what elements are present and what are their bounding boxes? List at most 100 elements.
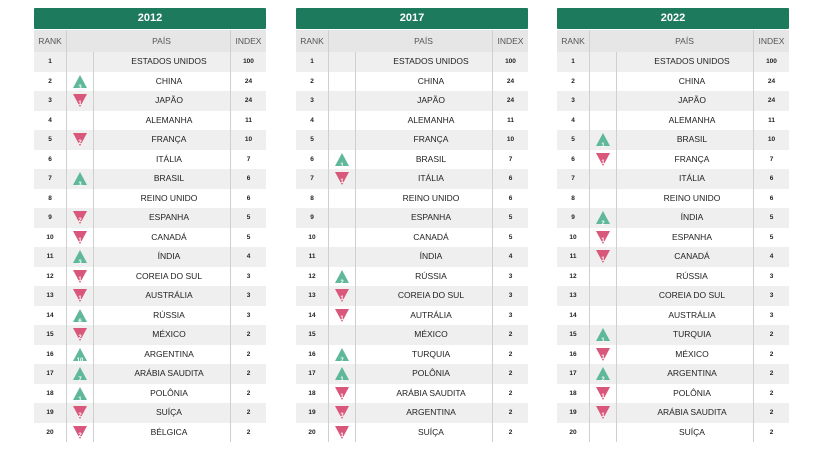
rank-change-value: 1: [340, 162, 344, 169]
rank-cell: 4: [557, 110, 590, 130]
index-cell: 10: [492, 130, 528, 150]
rank-cell: 14: [557, 305, 590, 325]
table-row: 8 REINO UNIDO 6: [557, 188, 789, 208]
table-row: 11 3 ÍNDIA 4: [34, 247, 266, 267]
country-cell: JAPÃO: [155, 95, 183, 105]
ranking-table-2022: 2022 RANK PAÍS INDEX 1 ESTADOS UNIDOS 100 2…: [557, 8, 789, 442]
country-cell: REINO UNIDO: [663, 192, 721, 203]
change-cell: [590, 286, 617, 306]
country-cell: JAPÃO: [417, 95, 445, 105]
rank-cell: 19: [34, 403, 67, 423]
rank-cell: 16: [34, 344, 67, 364]
table-row: 17 2 ARGENTINA 2: [557, 364, 789, 384]
country-cell: ITÁLIA: [418, 173, 444, 183]
index-cell: 2: [492, 422, 528, 442]
change-cell: 2: [67, 422, 94, 442]
index-cell: 2: [753, 344, 789, 364]
change-cell: [590, 71, 617, 91]
index-cell: 24: [753, 71, 789, 91]
index-cell: 6: [492, 169, 528, 189]
index-header: INDEX: [230, 30, 266, 52]
rank-change-value: 1: [601, 393, 605, 400]
table-row: 19 2 SUÍÇA 2: [34, 403, 266, 423]
rank-change-value: 1: [78, 296, 82, 302]
index-cell: 2: [753, 364, 789, 384]
table-row: 2 3 CHINA 24: [34, 71, 266, 91]
table-row: 1 ESTADOS UNIDOS 100: [557, 52, 789, 72]
table-row: 4 ALEMANHA 11: [34, 110, 266, 130]
country-header: PAÍS: [675, 36, 694, 46]
index-cell: 5: [230, 227, 266, 247]
index-header: INDEX: [492, 30, 528, 52]
table-body: 1 ESTADOS UNIDOS 100 2 CHINA 24 3 JAPÃO 24 4 ALEMA…: [296, 52, 528, 442]
rank-change-value: 1: [601, 354, 605, 361]
table-row: 6 1 FRANÇA 7: [557, 149, 789, 169]
change-cell: [329, 91, 356, 111]
index-cell: 24: [753, 91, 789, 111]
country-cell: BRASIL: [153, 173, 185, 183]
country-cell: AUSTRÁLIA: [668, 309, 716, 320]
index-cell: 4: [753, 247, 789, 267]
index-cell: 3: [753, 266, 789, 286]
change-cell: 1: [590, 149, 617, 169]
change-cell: 2: [590, 208, 617, 228]
table-body: 1 ESTADOS UNIDOS 100 2 CHINA 24 3 JAPÃO 24 4 ALEMA…: [557, 52, 789, 442]
rank-cell: 9: [296, 208, 329, 228]
country-cell: ESTADOS UNIDOS: [654, 56, 730, 66]
index-cell: 5: [492, 208, 528, 228]
index-cell: 24: [492, 91, 528, 111]
rank-change-value: 1: [78, 237, 82, 244]
index-cell: 2: [230, 364, 266, 384]
rank-cell: 18: [296, 383, 329, 403]
rank-header: RANK: [296, 30, 329, 52]
rank-cell: 10: [557, 227, 590, 247]
country-cell: SUÍÇA: [156, 407, 182, 417]
rank-cell: 3: [557, 91, 590, 111]
change-cell: [329, 71, 356, 91]
index-cell: 11: [492, 110, 528, 130]
country-cell: FRANÇA: [674, 153, 710, 164]
table-row: 2 CHINA 24: [296, 71, 528, 91]
country-cell: MÉXICO: [414, 329, 448, 339]
index-cell: 6: [492, 188, 528, 208]
table-body: 1 ESTADOS UNIDOS 100 2 3 CHINA 24 3 1 JAPÃO 24 4 ALE…: [34, 52, 266, 442]
table-row: 13 COREIA DO SUL 3: [557, 286, 789, 306]
index-cell: 100: [230, 52, 266, 72]
index-cell: 11: [230, 110, 266, 130]
change-cell: 1: [67, 266, 94, 286]
rank-change-value: 2: [78, 335, 82, 341]
index-cell: 2: [753, 383, 789, 403]
table-row: 14 6 RÚSSIA 3: [34, 305, 266, 325]
country-cell: ALEMANHA: [145, 114, 193, 125]
index-cell: 100: [753, 52, 789, 72]
country-cell: ESPANHA: [672, 231, 712, 242]
rank-change-value: 1: [340, 315, 344, 322]
change-cell: [590, 52, 617, 72]
index-cell: 2: [230, 403, 266, 423]
table-row: 8 REINO UNIDO 6: [34, 188, 266, 208]
country-cell: BRASIL: [415, 153, 447, 164]
change-header: [329, 30, 355, 52]
table-row: 2 CHINA 24: [557, 71, 789, 91]
rank-cell: 3: [296, 91, 329, 111]
change-cell: 1: [590, 130, 617, 150]
change-cell: 1: [590, 247, 617, 267]
table-header: RANK PAÍS INDEX: [557, 30, 789, 52]
index-cell: 3: [230, 286, 266, 306]
change-cell: 6: [67, 305, 94, 325]
change-cell: 2: [67, 208, 94, 228]
country-cell: FRANÇA: [151, 134, 187, 144]
change-cell: 3: [67, 71, 94, 91]
index-cell: 10: [753, 130, 789, 150]
rank-change-value: 2: [78, 413, 82, 419]
index-cell: 6: [753, 169, 789, 189]
rank-change-value: 7: [78, 377, 82, 383]
index-cell: 3: [492, 286, 528, 306]
table-row: 6 ITÁLIA 7: [34, 149, 266, 169]
rank-header: RANK: [557, 30, 590, 52]
country-cell: ESPANHA: [411, 212, 451, 222]
rank-change-value: 1: [340, 432, 344, 439]
change-cell: 1: [67, 91, 94, 111]
change-cell: [329, 130, 356, 150]
index-cell: 24: [230, 91, 266, 111]
